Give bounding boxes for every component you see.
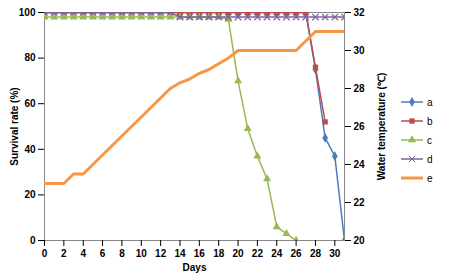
svg-text:2: 2	[61, 248, 67, 259]
svg-text:32: 32	[354, 7, 366, 18]
html-text:a: a	[427, 96, 433, 108]
svg-text:14: 14	[174, 248, 186, 259]
svg-text:28: 28	[310, 248, 322, 259]
html-text:e: e	[427, 172, 433, 184]
svg-text:12: 12	[155, 248, 167, 259]
svg-text:22: 22	[354, 197, 366, 208]
svg-text:Days: Days	[183, 262, 207, 273]
svg-text:22: 22	[252, 248, 264, 259]
html-text:b: b	[427, 115, 433, 127]
svg-text:26: 26	[291, 248, 303, 259]
html-text:c: c	[427, 134, 432, 146]
svg-text:24: 24	[271, 248, 283, 259]
svg-text:26: 26	[354, 121, 366, 132]
svg-text:Survival rate (%): Survival rate (%)	[9, 87, 20, 165]
svg-text:100: 100	[19, 7, 36, 18]
svg-text:30: 30	[354, 45, 366, 56]
svg-text:20: 20	[354, 235, 366, 246]
svg-text:16: 16	[194, 248, 206, 259]
svg-text:80: 80	[24, 52, 36, 63]
svg-text:0: 0	[42, 248, 48, 259]
svg-text:24: 24	[354, 159, 366, 170]
svg-text:Water temperature (℃): Water temperature (℃)	[376, 73, 387, 180]
svg-text:4: 4	[80, 248, 86, 259]
svg-text:40: 40	[24, 144, 36, 155]
svg-text:60: 60	[24, 98, 36, 109]
svg-text:18: 18	[213, 248, 225, 259]
svg-text:28: 28	[354, 83, 366, 94]
svg-text:8: 8	[119, 248, 125, 259]
html-text:d: d	[427, 153, 433, 165]
svg-text:6: 6	[100, 248, 106, 259]
svg-text:20: 20	[24, 189, 36, 200]
svg-text:20: 20	[232, 248, 244, 259]
svg-text:10: 10	[136, 248, 148, 259]
svg-text:0: 0	[30, 235, 36, 246]
svg-text:30: 30	[329, 248, 341, 259]
